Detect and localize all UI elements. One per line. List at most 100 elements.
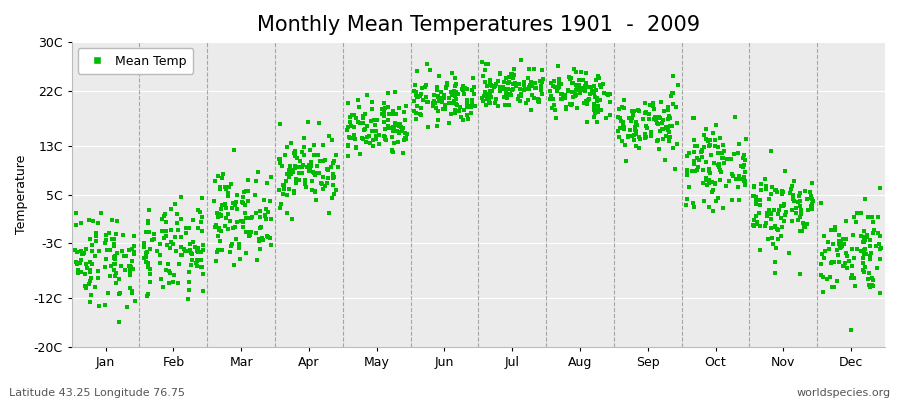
Point <box>839 250 853 256</box>
Point <box>372 141 386 147</box>
Point <box>670 82 685 88</box>
Point <box>544 104 559 111</box>
Point <box>554 96 569 102</box>
Point <box>435 98 449 104</box>
Point <box>711 150 725 156</box>
Point <box>688 137 702 143</box>
Point <box>544 92 558 99</box>
Point <box>531 98 545 105</box>
Point <box>240 198 255 204</box>
Point <box>307 142 321 148</box>
Point <box>561 87 575 93</box>
Point <box>236 199 250 206</box>
Point <box>213 228 228 234</box>
Point <box>714 177 728 183</box>
Point <box>521 97 535 103</box>
Point <box>253 246 267 252</box>
Point <box>626 112 641 118</box>
Point <box>437 102 452 108</box>
Point <box>651 136 665 143</box>
Point <box>140 259 154 265</box>
Point <box>234 199 248 205</box>
Point <box>143 271 157 277</box>
Point <box>223 218 238 224</box>
Point <box>423 67 437 73</box>
Point <box>543 96 557 103</box>
Point <box>118 266 132 273</box>
Point <box>158 211 173 217</box>
Point <box>188 244 202 250</box>
Point <box>482 91 496 98</box>
Point <box>838 236 852 242</box>
Point <box>616 124 631 130</box>
Point <box>793 189 807 196</box>
Point <box>531 99 545 106</box>
Point <box>166 279 180 285</box>
Point <box>687 115 701 121</box>
Point <box>828 224 842 230</box>
Point <box>464 103 478 110</box>
Point <box>230 205 244 212</box>
Point <box>496 84 510 90</box>
Point <box>708 142 723 149</box>
Point <box>747 223 761 229</box>
Point <box>630 122 644 128</box>
Point <box>431 93 446 99</box>
Point <box>272 187 286 193</box>
Point <box>587 106 601 113</box>
Point <box>288 165 302 172</box>
Point <box>352 104 366 110</box>
Point <box>174 194 188 200</box>
Point <box>378 134 392 140</box>
Point <box>572 87 587 94</box>
Point <box>257 196 272 203</box>
Point <box>214 206 229 212</box>
Point <box>571 85 585 91</box>
Point <box>628 127 643 134</box>
Point <box>156 284 170 290</box>
Point <box>652 146 666 152</box>
Point <box>465 86 480 93</box>
Point <box>287 149 302 156</box>
Point <box>398 130 412 136</box>
Point <box>785 207 799 214</box>
Point <box>583 83 598 90</box>
Point <box>712 161 726 168</box>
Point <box>321 166 336 173</box>
Point <box>849 219 863 225</box>
Point <box>848 283 862 289</box>
Point <box>392 123 406 129</box>
Point <box>467 90 482 97</box>
Point <box>347 135 362 142</box>
Point <box>716 160 731 166</box>
Point <box>292 177 307 184</box>
Point <box>763 210 778 216</box>
Point <box>122 247 137 254</box>
Point <box>746 193 760 200</box>
Point <box>213 186 228 193</box>
Point <box>858 237 872 243</box>
Point <box>452 108 466 114</box>
Point <box>832 238 846 244</box>
Point <box>442 94 456 101</box>
Point <box>190 257 204 264</box>
Point <box>862 270 877 276</box>
Point <box>587 90 601 96</box>
Point <box>816 254 831 261</box>
Point <box>569 69 583 75</box>
Point <box>654 120 669 126</box>
Point <box>784 186 798 192</box>
Point <box>433 95 447 101</box>
Point <box>638 135 652 141</box>
Point <box>372 132 386 138</box>
Point <box>459 112 473 118</box>
Point <box>585 88 599 94</box>
Point <box>590 73 605 79</box>
Point <box>313 158 328 164</box>
Point <box>252 238 266 245</box>
Point <box>508 83 523 89</box>
Point <box>289 164 303 170</box>
Point <box>661 127 675 133</box>
Point <box>102 230 116 236</box>
Point <box>534 78 548 84</box>
